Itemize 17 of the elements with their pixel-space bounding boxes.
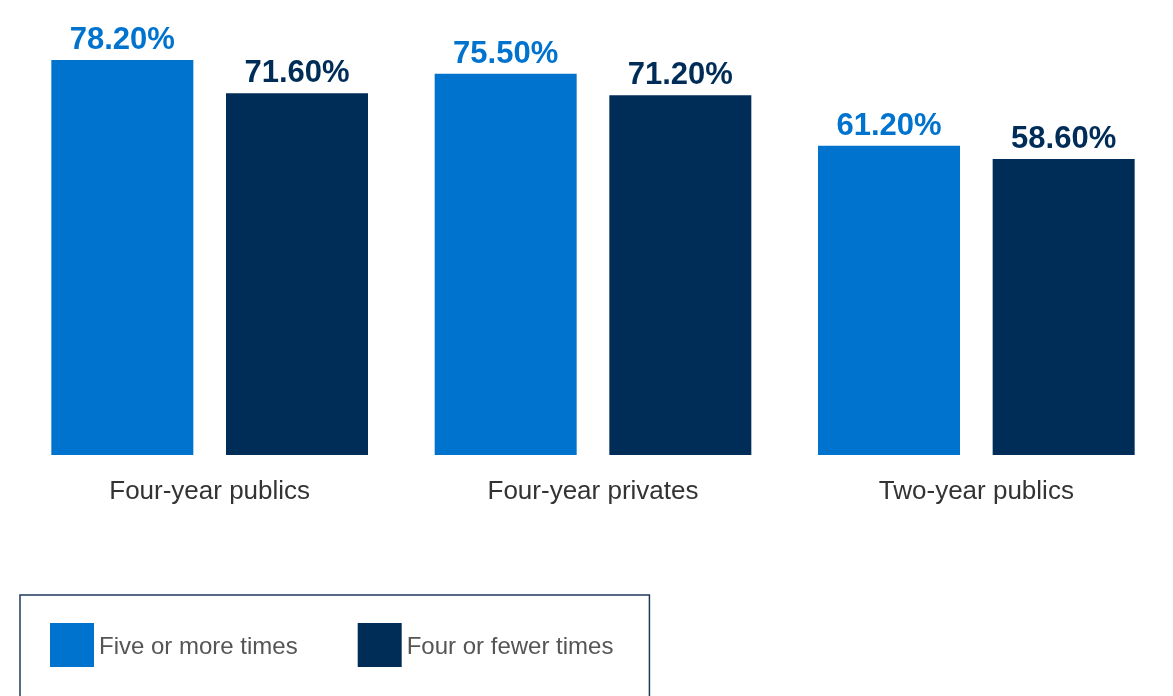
bar	[226, 93, 368, 455]
x-tick-label: Four-year publics	[109, 475, 311, 505]
data-label: 78.20%	[69, 21, 175, 56]
bar	[434, 73, 577, 455]
data-label: 58.60%	[1011, 120, 1117, 155]
bar	[609, 95, 752, 455]
legend-label: Five or more times	[99, 631, 298, 659]
x-tick-label: Two-year publics	[878, 475, 1074, 505]
data-label: 71.60%	[244, 54, 350, 90]
data-label: 71.20%	[627, 56, 733, 92]
legend-label: Four or fewer times	[406, 631, 614, 659]
bar	[992, 159, 1135, 455]
bar	[818, 145, 960, 455]
bar	[51, 60, 194, 455]
data-label: 61.20%	[836, 106, 942, 142]
data-label: 75.50%	[453, 34, 559, 70]
x-tick-label: Four-year privates	[487, 475, 699, 505]
